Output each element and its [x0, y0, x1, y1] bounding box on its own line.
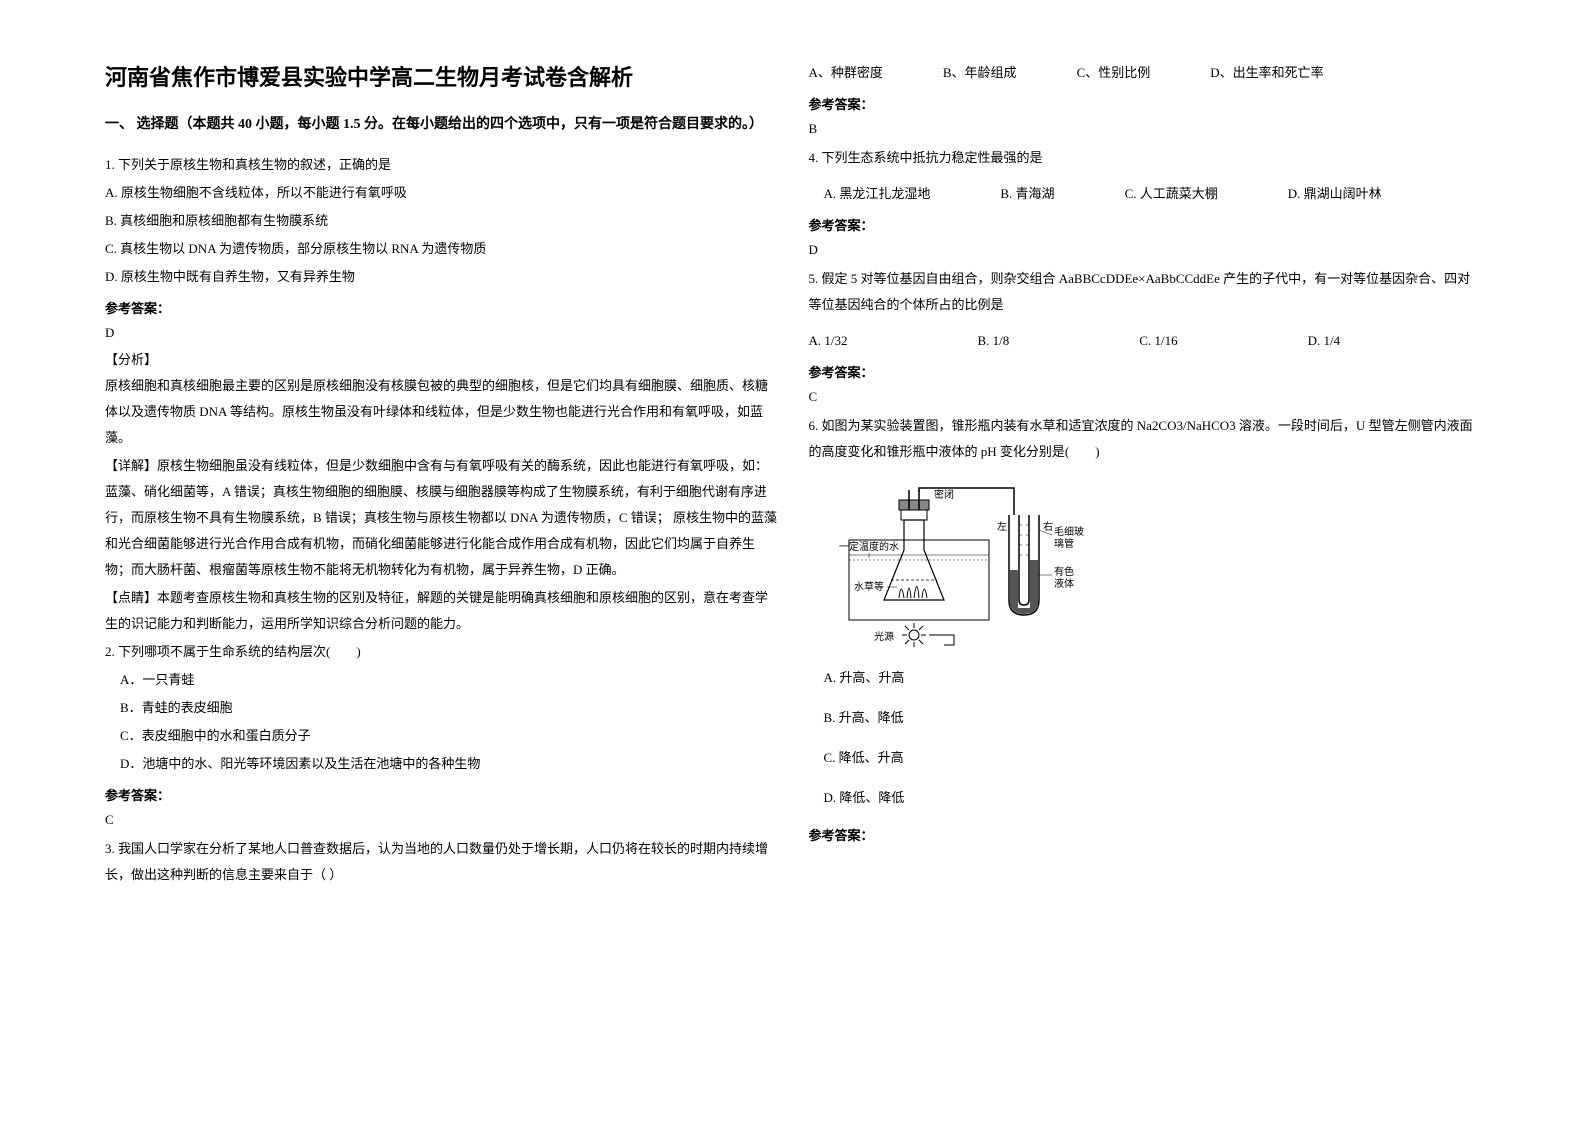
label-plant: 水草等	[854, 580, 884, 593]
q6-option-d: D. 降低、降低	[809, 785, 1483, 811]
q1-option-c: C. 真核生物以 DNA 为遗传物质，部分原核生物以 RNA 为遗传物质	[105, 236, 779, 262]
label-capillary-2: 璃管	[1054, 537, 1074, 550]
q1-option-a: A. 原核生物细胞不含线粒体，所以不能进行有氧呼吸	[105, 180, 779, 206]
right-column: A、种群密度 B、年龄组成 C、性别比例 D、出生率和死亡率 参考答案： B 4…	[794, 60, 1498, 1062]
q5-options-row: A. 1/32 B. 1/8 C. 1/16 D. 1/4	[809, 328, 1483, 354]
q4-options-row: A. 黑龙江扎龙湿地 B. 青海湖 C. 人工蔬菜大棚 D. 鼎湖山阔叶林	[809, 181, 1483, 207]
label-left: 左	[997, 520, 1007, 533]
q3-option-c: C、性别比例	[1077, 60, 1151, 86]
q4-option-d: D. 鼎湖山阔叶林	[1288, 181, 1382, 207]
experiment-diagram: 密闭 左 右 毛细玻 璃管 一定温度的水 水草等 有色 液体 光源	[839, 480, 1119, 650]
label-liquid-2: 液体	[1054, 577, 1074, 590]
q3-answer-label: 参考答案：	[809, 94, 1483, 113]
q1-analysis-label: 【分析】	[105, 349, 779, 368]
q3-option-a: A、种群密度	[809, 60, 883, 86]
q1-answer: D	[105, 325, 779, 341]
q4-answer: D	[809, 242, 1483, 258]
q1-stem: 1. 下列关于原核生物和真核生物的叙述，正确的是	[105, 152, 779, 178]
q2-option-d: D．池塘中的水、阳光等环境因素以及生活在池塘中的各种生物	[105, 751, 779, 777]
q3-stem: 3. 我国人口学家在分析了某地人口普查数据后，认为当地的人口数量仍处于增长期，人…	[105, 836, 779, 888]
q3-option-b: B、年龄组成	[943, 60, 1017, 86]
q2-option-b: B．青蛙的表皮细胞	[105, 695, 779, 721]
q5-stem: 5. 假定 5 对等位基因自由组合，则杂交组合 AaBBCcDDEe×AaBbC…	[809, 266, 1483, 318]
q5-option-a: A. 1/32	[809, 328, 848, 354]
q1-detail-p1: 【详解】原核生物细胞虽没有线粒体，但是少数细胞中含有与有氧呼吸有关的酶系统，因此…	[105, 453, 779, 583]
q3-options-row: A、种群密度 B、年龄组成 C、性别比例 D、出生率和死亡率	[809, 60, 1483, 86]
q3-answer: B	[809, 121, 1483, 137]
q1-option-d: D. 原核生物中既有自养生物，又有异养生物	[105, 264, 779, 290]
q1-point-p1: 【点睛】本题考查原核生物和真核生物的区别及特征，解题的关键是能明确真核细胞和原核…	[105, 585, 779, 637]
q2-answer: C	[105, 812, 779, 828]
q5-answer: C	[809, 389, 1483, 405]
q6-answer-label: 参考答案：	[809, 825, 1483, 844]
label-water: 一定温度的水	[839, 540, 899, 553]
diagram-svg: 密闭 左 右 毛细玻 璃管 一定温度的水 水草等 有色 液体 光源	[839, 480, 1119, 650]
q6-option-a: A. 升高、升高	[809, 665, 1483, 691]
q6-option-c: C. 降低、升高	[809, 745, 1483, 771]
q1-analysis-p1: 原核细胞和真核细胞最主要的区别是原核细胞没有核膜包被的典型的细胞核，但是它们均具…	[105, 373, 779, 451]
q4-answer-label: 参考答案：	[809, 215, 1483, 234]
q1-answer-label: 参考答案：	[105, 298, 779, 317]
q1-option-b: B. 真核细胞和原核细胞都有生物膜系统	[105, 208, 779, 234]
label-capillary-1: 毛细玻	[1054, 525, 1084, 538]
q5-option-d: D. 1/4	[1308, 328, 1341, 354]
q5-option-b: B. 1/8	[978, 328, 1010, 354]
label-liquid-1: 有色	[1054, 565, 1074, 578]
section-header: 一、 选择题（本题共 40 小题，每小题 1.5 分。在每小题给出的四个选项中，…	[105, 112, 779, 137]
q3-option-d: D、出生率和死亡率	[1210, 60, 1323, 86]
label-right: 右	[1043, 520, 1053, 533]
q2-stem: 2. 下列哪项不属于生命系统的结构层次( )	[105, 639, 779, 665]
q2-answer-label: 参考答案：	[105, 785, 779, 804]
q2-option-c: C．表皮细胞中的水和蛋白质分子	[105, 723, 779, 749]
q4-stem: 4. 下列生态系统中抵抗力稳定性最强的是	[809, 145, 1483, 171]
q4-option-c: C. 人工蔬菜大棚	[1125, 181, 1218, 207]
q4-option-b: B. 青海湖	[1000, 181, 1054, 207]
q6-stem: 6. 如图为某实验装置图，锥形瓶内装有水草和适宜浓度的 Na2CO3/NaHCO…	[809, 413, 1483, 465]
page-title: 河南省焦作市博爱县实验中学高二生物月考试卷含解析	[105, 60, 779, 92]
q4-option-a: A. 黑龙江扎龙湿地	[824, 181, 931, 207]
q6-option-b: B. 升高、降低	[809, 705, 1483, 731]
label-light: 光源	[874, 630, 894, 643]
left-column: 河南省焦作市博爱县实验中学高二生物月考试卷含解析 一、 选择题（本题共 40 小…	[90, 60, 794, 1062]
label-seal: 密闭	[934, 488, 954, 501]
q5-answer-label: 参考答案：	[809, 362, 1483, 381]
q2-option-a: A．一只青蛙	[105, 667, 779, 693]
q5-option-c: C. 1/16	[1139, 328, 1177, 354]
